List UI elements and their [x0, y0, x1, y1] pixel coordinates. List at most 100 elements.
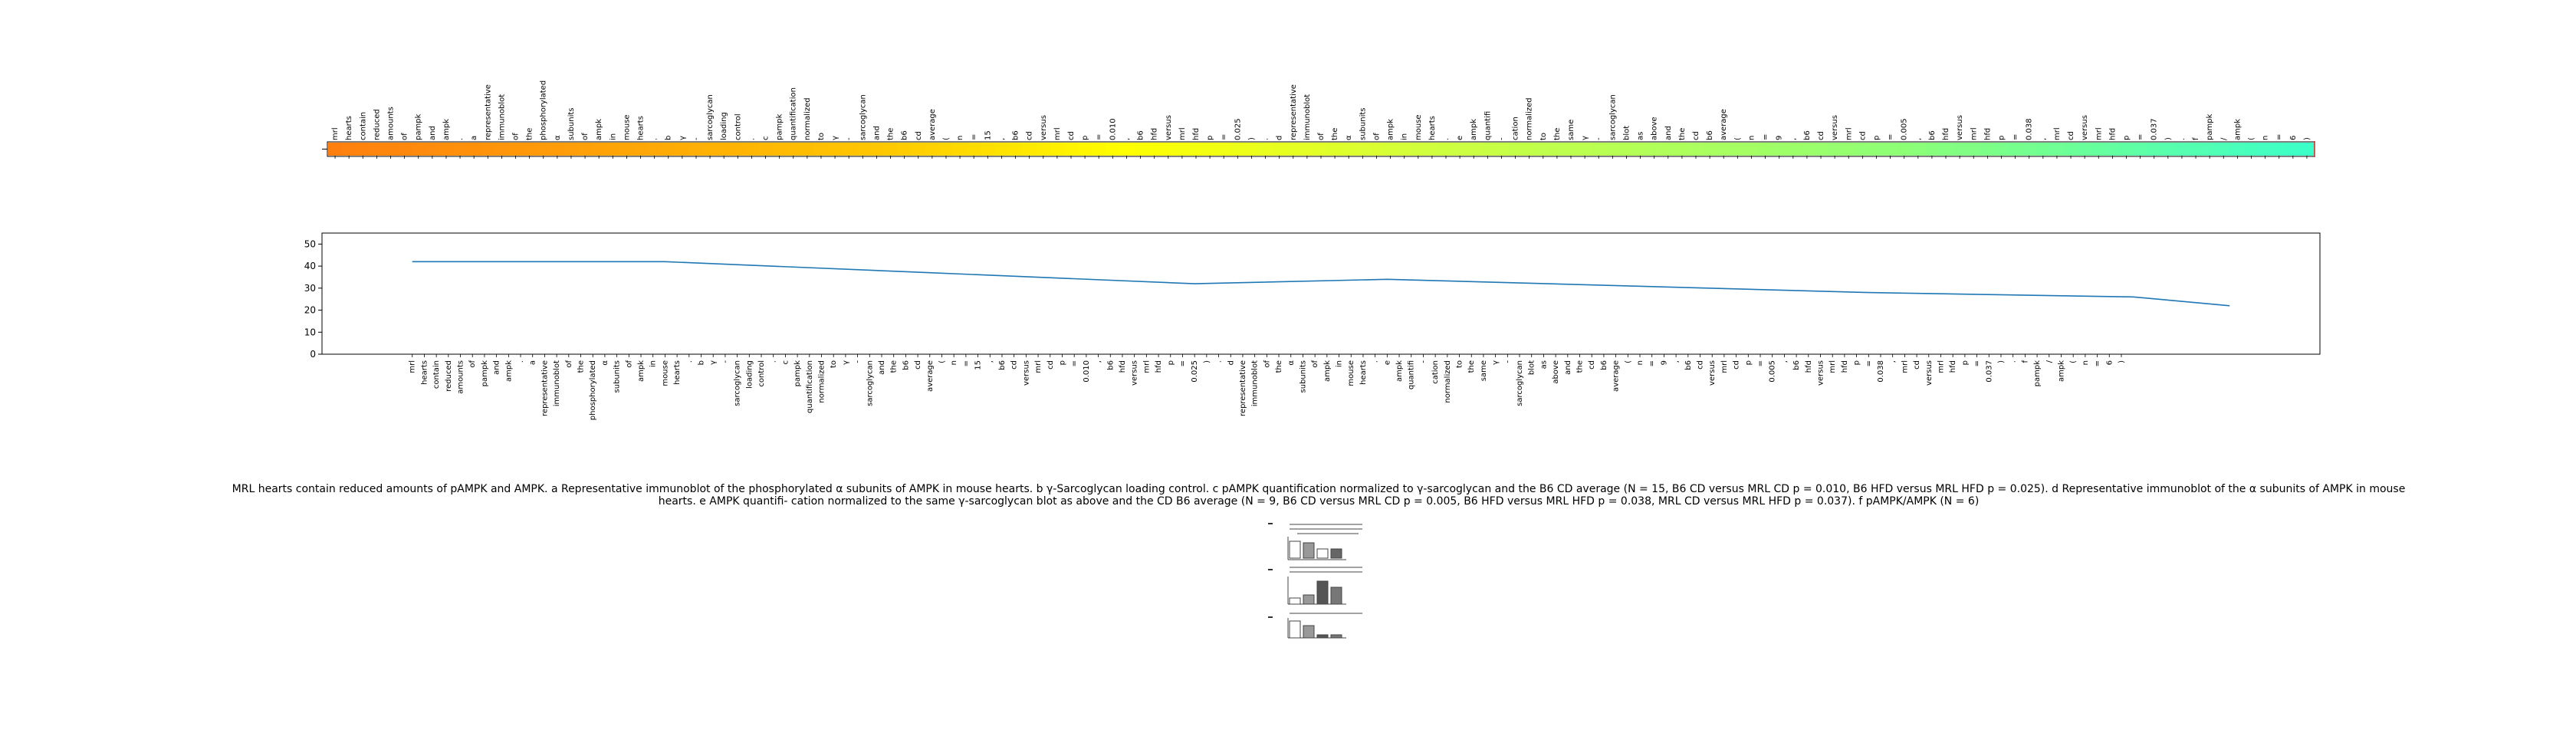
token-label: ampk	[1470, 119, 1478, 140]
token-label: ,	[1914, 138, 1923, 140]
x-tick-label: =	[1865, 360, 1873, 366]
x-tick-label: hearts	[673, 360, 682, 385]
x-tick-label: ampk	[1395, 360, 1404, 382]
token-label: hearts	[345, 116, 353, 140]
token-label: b6	[901, 130, 909, 140]
token-cell	[898, 143, 912, 156]
token-cell	[2300, 143, 2315, 156]
token-label: e	[1456, 136, 1464, 140]
x-tick-label: 0.005	[1769, 360, 1777, 383]
token-label: normalized	[803, 97, 812, 140]
token-cell	[1453, 143, 1467, 156]
token-cell	[1230, 143, 1245, 156]
token-cell	[1980, 143, 1995, 156]
token-cell	[633, 143, 648, 156]
token-label: hearts	[637, 116, 646, 140]
x-tick-label: p	[1853, 360, 1861, 365]
token-label: hfd	[1192, 128, 1201, 140]
x-tick-label: α	[1287, 360, 1296, 366]
x-tick-label: representative	[540, 360, 549, 416]
token-cell	[939, 143, 954, 156]
x-tick-label: ,	[986, 360, 994, 363]
x-tick-label: d	[1227, 360, 1235, 365]
token-label: -	[845, 137, 853, 140]
x-tick-label: γ	[709, 360, 718, 365]
x-tick-label: average	[926, 360, 935, 392]
token-cell	[564, 143, 579, 156]
token-label: cd	[1858, 131, 1867, 140]
token-label: mrl	[2053, 127, 2062, 140]
token-cell	[2105, 143, 2120, 156]
x-tick-label: sarcoglycan	[866, 360, 874, 406]
token-cell	[912, 143, 926, 156]
x-tick-label: and	[1564, 360, 1572, 375]
token-cell	[2134, 143, 2148, 156]
token-label: c	[762, 136, 770, 141]
token-label: a	[470, 136, 478, 140]
token-cell	[1189, 143, 1204, 156]
x-tick-label: in	[1336, 360, 1344, 367]
x-tick-label: γ	[1492, 360, 1500, 365]
x-tick-label: .	[770, 360, 778, 363]
x-tick-label: ,	[1095, 360, 1103, 363]
x-tick-label: average	[1612, 360, 1621, 392]
token-label: α	[554, 135, 562, 140]
token-cell	[1717, 143, 1731, 156]
token-label: loading	[720, 112, 728, 140]
token-label: .	[2178, 138, 2187, 140]
token-cell	[1398, 143, 1412, 156]
token-label: mrl	[2095, 127, 2103, 140]
token-cell	[523, 143, 537, 156]
token-cell	[842, 143, 856, 156]
token-label: (	[1733, 137, 1742, 140]
x-tick-label: p	[1744, 360, 1753, 365]
x-tick-label: γ	[842, 360, 850, 365]
x-tick-label: cd	[1010, 360, 1019, 370]
x-tick-label: immunoblot	[1251, 360, 1260, 406]
x-tick-label: pampk	[481, 360, 489, 387]
token-cell	[1884, 143, 1898, 156]
token-cell	[648, 143, 662, 156]
token-label: representative	[484, 84, 492, 140]
x-tick-label: normalized	[818, 360, 826, 403]
x-tick-label: as	[1539, 360, 1548, 369]
token-label: average	[1720, 109, 1728, 140]
x-tick-label: ampk	[504, 360, 513, 382]
x-tick-label: versus	[1925, 360, 1934, 386]
token-cell	[1008, 143, 1023, 156]
x-tick-label: cd	[1697, 360, 1705, 370]
token-label: cd	[1692, 131, 1700, 140]
token-cell	[1855, 143, 1870, 156]
token-label: γ	[831, 136, 840, 140]
token-cell	[383, 143, 398, 156]
token-label: p	[1872, 136, 1881, 140]
x-tick-label: above	[1552, 360, 1560, 384]
token-cell	[1786, 143, 1801, 156]
x-tick-label: immunoblot	[553, 360, 561, 406]
x-tick-label: (	[1624, 360, 1632, 363]
token-label: -	[1497, 137, 1506, 140]
x-tick-label: cd	[914, 360, 922, 370]
x-tick-label: ampk	[1323, 360, 1332, 382]
token-cell	[2022, 143, 2037, 156]
token-cell	[1467, 143, 1481, 156]
token-label: contain	[359, 112, 367, 140]
x-tick-label: quantifi	[1408, 360, 1416, 389]
token-label: normalized	[1526, 97, 1534, 140]
token-cell	[2036, 143, 2051, 156]
token-cell	[1328, 143, 1342, 156]
token-label: sarcoglycan	[706, 94, 715, 140]
x-tick-label: blot	[1528, 360, 1536, 375]
token-label: (	[2247, 137, 2256, 140]
token-label: control	[734, 113, 742, 140]
x-tick-label: mrl	[409, 360, 417, 373]
token-label: and	[1664, 126, 1673, 140]
token-cell	[967, 143, 981, 156]
x-tick-label: hfd	[1119, 360, 1127, 373]
token-label: ,	[1789, 138, 1798, 140]
x-tick-label: =	[2094, 360, 2102, 366]
x-tick-label: =	[1973, 360, 1982, 366]
token-label: the	[1678, 128, 1687, 140]
token-cell	[1203, 143, 1217, 156]
token-cell	[1605, 143, 1620, 156]
